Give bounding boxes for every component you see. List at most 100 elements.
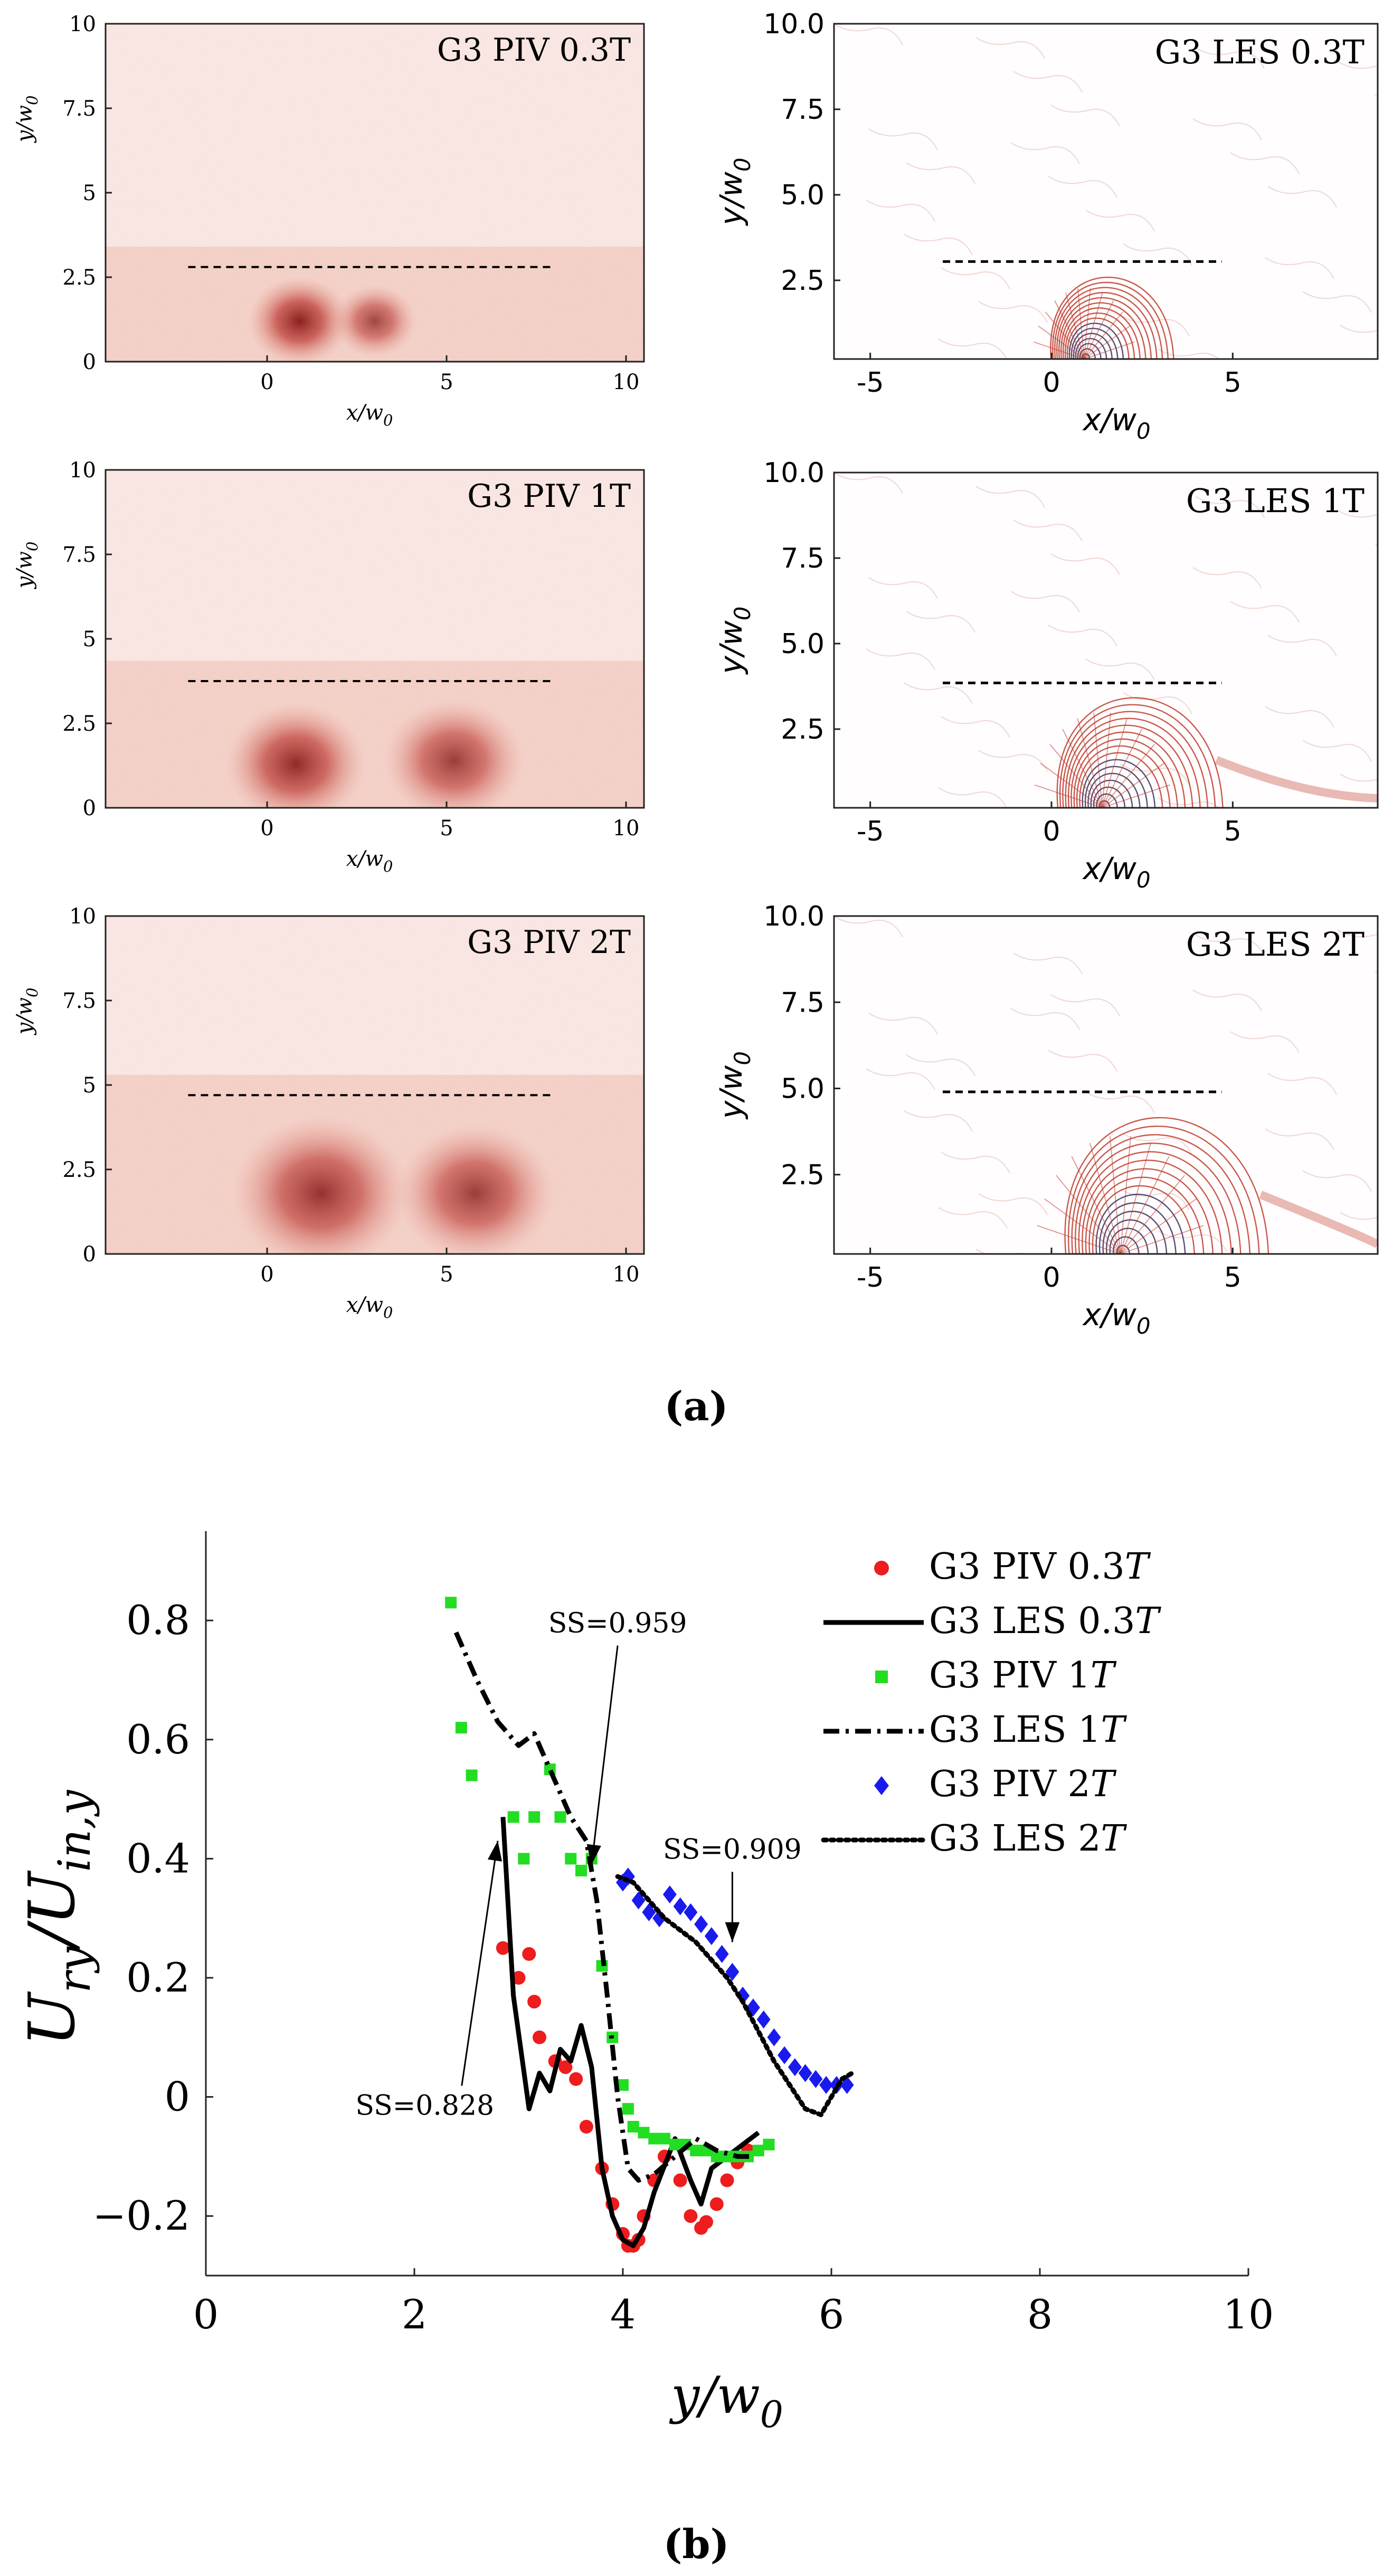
piv-xlabel: x/w0 — [346, 1293, 393, 1322]
les-wake-tail — [1259, 1191, 1378, 1248]
les-streamline — [1064, 1117, 1269, 1254]
les-background-streak — [1013, 952, 1083, 975]
data-point — [627, 2121, 639, 2132]
les-background-streak — [1048, 625, 1117, 647]
legend-marker — [874, 1561, 889, 1575]
legend-label-italic: T — [1101, 1818, 1127, 1860]
data-point — [778, 2046, 792, 2064]
les-background-streak — [1123, 243, 1192, 266]
piv-xtick-label: 10 — [613, 816, 640, 841]
piv-ytick-label: 2.5 — [62, 712, 96, 736]
y-label-sep: /U — [16, 1870, 89, 1952]
les-frame — [833, 23, 1379, 360]
data-point — [522, 1947, 536, 1961]
les-xlabel: x/w0 — [1082, 851, 1151, 893]
x-tick-label: 8 — [1027, 2291, 1053, 2338]
les-ylabel-sub: 0 — [729, 158, 755, 172]
piv-ytick-label: 10 — [69, 904, 96, 929]
les-ylabel: y/w0 — [713, 607, 755, 675]
les-ylabel-main: y/w — [713, 1065, 749, 1120]
les-xtick-label: 0 — [1043, 816, 1060, 847]
les-frame — [833, 915, 1379, 1255]
y-tick-label: 0.6 — [126, 1716, 190, 1763]
data-point — [819, 2076, 833, 2094]
les-background-streak — [1085, 658, 1155, 681]
les-xlabel-main: x/w — [1082, 1297, 1137, 1333]
legend-entry-6: G3 LES 2T — [821, 1818, 1127, 1860]
les-vector — [1084, 288, 1091, 359]
les-background-streak — [1010, 1008, 1080, 1030]
les-background-streak — [1192, 989, 1262, 1012]
legend-label: G3 PIV 0.3T — [929, 1546, 1151, 1588]
data-point — [638, 2127, 650, 2139]
data-point — [767, 2028, 781, 2046]
les-streamline — [1078, 1151, 1233, 1254]
les-background-streak — [903, 1110, 973, 1132]
les-vector — [1038, 325, 1085, 359]
les-background-streak — [1195, 934, 1265, 956]
data-point — [699, 2215, 713, 2229]
les-panel-3: G3 LES 2T-5 0 52.55.07.510.0x/w0y/w0 — [713, 901, 1379, 1339]
annotation-3: SS=0.828 — [355, 1841, 503, 2121]
les-panel-title: G3 LES 2T — [1186, 925, 1364, 964]
legend-label-italic: T — [1125, 1546, 1151, 1588]
les-vector — [1120, 1156, 1170, 1254]
les-background-streak — [941, 267, 1010, 289]
les-background-streak — [1085, 210, 1155, 232]
les-background-streak — [1265, 257, 1334, 279]
piv-ylabel: y/w0 — [13, 988, 41, 1036]
legend-label: G3 LES 1T — [929, 1709, 1127, 1751]
data-point — [669, 2138, 681, 2150]
data-point — [659, 2132, 670, 2145]
les-streamline — [1065, 718, 1201, 808]
data-point — [511, 1971, 526, 1985]
data-point — [533, 2030, 546, 2044]
les-background-streak — [834, 24, 903, 45]
les-background-streak — [1267, 1073, 1337, 1095]
les-xtick-label: -5 — [857, 816, 884, 847]
les-background-streak — [975, 486, 1045, 508]
piv-xlabel-main: x/w — [346, 1293, 383, 1317]
figure-label-a: (a) — [664, 1383, 728, 1430]
les-ytick-label: 7.5 — [781, 987, 825, 1018]
les-vector — [1102, 712, 1111, 808]
les-background-streak — [834, 473, 903, 494]
piv-ytick-label: 5 — [83, 1073, 96, 1098]
les-background-streak — [1265, 706, 1334, 728]
les-ytick-label: 2.5 — [781, 714, 825, 746]
les-ytick-label: 7.5 — [781, 543, 825, 574]
data-point — [569, 2072, 583, 2086]
y-tick-label: 0.4 — [126, 1835, 190, 1882]
les-panel-2: G3 LES 1T-5 0 52.55.07.510.0x/w0y/w0 — [713, 457, 1379, 893]
piv-noise — [106, 916, 644, 1254]
les-vector — [1093, 712, 1103, 808]
les-xlabel: x/w0 — [1082, 402, 1151, 444]
figure-label-b: (b) — [663, 2521, 729, 2568]
piv-field — [106, 470, 644, 808]
les-vector — [1120, 1175, 1185, 1254]
data-point — [704, 1927, 718, 1946]
piv-xtick-label: 5 — [440, 370, 453, 394]
les-background-streak — [941, 1152, 1010, 1174]
les-background-streak — [1013, 71, 1083, 93]
annotation-arrowhead — [725, 1922, 740, 1942]
data-point — [575, 1864, 587, 1876]
line-chart: 0 2 4 6 8 10−0.200.20.40.60.8y/w0Ury/Uin,ySS=… — [16, 1531, 1274, 2436]
les-xtick-label: 5 — [1224, 816, 1242, 847]
les-background-streak — [1230, 601, 1300, 623]
les-background-streak — [1085, 1091, 1155, 1114]
les-background-streak — [1050, 553, 1120, 575]
les-streamline — [1062, 711, 1209, 808]
annotation-2: SS=0.909 — [663, 1834, 802, 1942]
les-streamline — [1056, 697, 1224, 808]
les-background-streak — [1230, 152, 1300, 174]
les-ylabel: y/w0 — [713, 1051, 755, 1120]
piv-xlabel-main: x/w — [346, 401, 383, 425]
les-ytick-label: 5.0 — [781, 628, 825, 660]
les-field — [834, 24, 1378, 359]
piv-ytick-label: 0 — [83, 1242, 96, 1267]
legend-marker — [875, 1671, 888, 1683]
data-point — [642, 1903, 656, 1921]
